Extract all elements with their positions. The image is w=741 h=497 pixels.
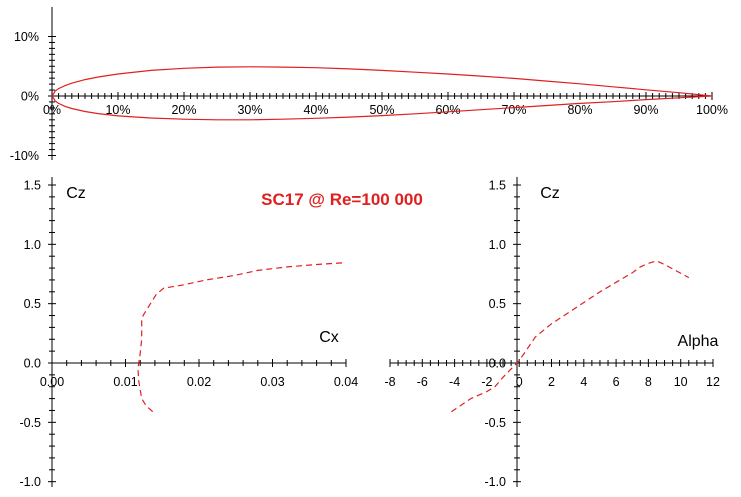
lift-curve-cz-alpha-y-tick-label: -0.5 [484, 416, 506, 430]
airfoil-profile-y-tick-label: 10% [14, 30, 39, 44]
airfoil-profile-x-tick-label: 20% [171, 103, 196, 117]
polar-cz-cx-y-tick-label: 0.0 [24, 357, 41, 371]
airfoil-profile-x-tick-label: 10% [105, 103, 130, 117]
lift-curve-cz-alpha-x-tick-label: -8 [384, 375, 395, 389]
lift-curve-cz-alpha-x-tick-label: 8 [645, 375, 652, 389]
polar-cz-cx-x-tick-label: 0.03 [260, 375, 284, 389]
airfoil-profile-y-tick-label: -10% [10, 149, 39, 163]
airfoil-profile-x-tick-label: 70% [501, 103, 526, 117]
lift-curve-cz-alpha-x-tick-label: -2 [481, 375, 492, 389]
lift-curve-cz-alpha-x-tick-label: 10 [674, 375, 688, 389]
lift-curve-cz-alpha-series-line-0 [451, 260, 690, 413]
lift-curve-cz-alpha-y-axis-title: Cz [540, 185, 560, 202]
polar-cz-cx-y-tick-label: -1.0 [19, 475, 41, 489]
airfoil-profile-x-tick-label: 40% [303, 103, 328, 117]
lift-curve-cz-alpha-y-tick-label: 1.5 [489, 179, 506, 193]
lift-curve-cz-alpha-y-tick-label: 1.0 [489, 238, 506, 252]
polar-cz-cx-series-line-0 [137, 262, 346, 413]
polar-cz-cx-y-tick-label: 1.0 [24, 238, 41, 252]
airfoil-profile-x-tick-label: 0% [43, 103, 61, 117]
polar-cz-cx-y-tick-label: -0.5 [19, 416, 41, 430]
lift-curve-cz-alpha-x-axis-title: Alpha [678, 333, 719, 350]
lift-curve-cz-alpha-y-tick-label: 0.5 [489, 297, 506, 311]
polar-cz-cx-x-axis-title: Cx [319, 329, 339, 346]
chart-title: SC17 @ Re=100 000 [261, 190, 423, 209]
lift-curve-cz-alpha-x-tick-label: 4 [580, 375, 587, 389]
airfoil-profile-x-tick-label: 50% [369, 103, 394, 117]
polar-cz-cx-x-tick-label: 0.02 [187, 375, 211, 389]
polar-cz-cx-y-tick-label: 0.5 [24, 297, 41, 311]
airfoil-profile-x-tick-label: 80% [567, 103, 592, 117]
lift-curve-cz-alpha-x-tick-label: 2 [548, 375, 555, 389]
lift-curve-cz-alpha-y-tick-label: -1.0 [484, 475, 506, 489]
polar-cz-cx-y-tick-label: 1.5 [24, 179, 41, 193]
lift-curve-cz-alpha-x-tick-label: 6 [613, 375, 620, 389]
airfoil-profile-y-tick-label: 0% [21, 90, 39, 104]
airfoil-profile-x-tick-label: 90% [633, 103, 658, 117]
airfoil-profile-x-tick-label: 60% [435, 103, 460, 117]
lift-curve-cz-alpha-x-tick-label: -6 [417, 375, 428, 389]
lift-curve-cz-alpha-x-tick-label: -4 [449, 375, 460, 389]
polar-cz-cx-y-axis-title: Cz [66, 185, 86, 202]
airfoil-profile-x-tick-label: 30% [237, 103, 262, 117]
airfoil-profile-series-line-1 [51, 95, 713, 121]
polar-cz-cx-x-tick-label: 0.00 [40, 375, 64, 389]
airfoil-profile-x-tick-label: 100% [696, 103, 728, 117]
lift-curve-cz-alpha-y-tick-label: 0.0 [489, 357, 506, 371]
polar-cz-cx-x-tick-label: 0.01 [113, 375, 137, 389]
lift-curve-cz-alpha-x-tick-label: 12 [706, 375, 720, 389]
airfoil-profile-series-line-0 [51, 66, 713, 97]
polar-cz-cx-x-tick-label: 0.04 [334, 375, 358, 389]
lift-curve-cz-alpha-x-tick-label: 0 [516, 375, 523, 389]
